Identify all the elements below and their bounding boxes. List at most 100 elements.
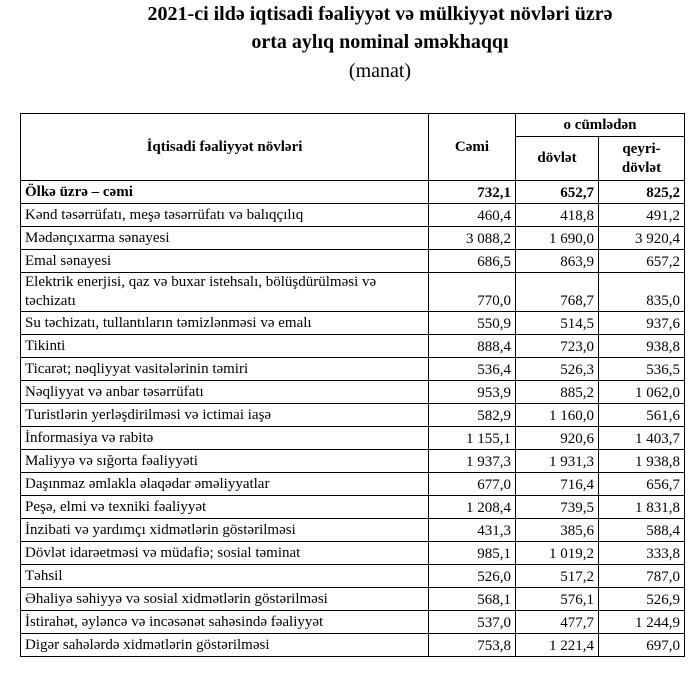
row-label: Digər sahələrdə xidmətlərin göstərilməsi <box>20 633 429 657</box>
cell-value: 418,8 <box>515 203 599 227</box>
cell-value: 739,5 <box>515 495 599 519</box>
table-row: Turistlərin yerləşdirilməsi və ictimai i… <box>20 403 686 427</box>
col-header: o cümlədən <box>514 113 686 137</box>
cell-value: 863,9 <box>515 249 599 273</box>
cell-value: 582,9 <box>428 403 516 427</box>
table-row: Su təchizatı, tullantıların təmizlənməsi… <box>20 311 686 335</box>
row-label: Mədənçıxarma sənayesi <box>20 226 429 250</box>
cell-value: 768,7 <box>515 272 599 312</box>
cell-value: 770,0 <box>428 272 516 312</box>
cell-value: 550,9 <box>428 311 516 335</box>
cell-value: 1 062,0 <box>597 380 686 404</box>
cell-value: 686,5 <box>428 249 516 273</box>
cell-value: 514,5 <box>515 311 599 335</box>
cell-value: 697,0 <box>597 633 686 657</box>
row-label: Nəqliyyat və anbar təsərrüfatı <box>20 380 429 404</box>
cell-value: 732,1 <box>428 180 516 204</box>
table: İqtisadi fəaliyyət növləri Cəmi o cümləd… <box>20 113 686 657</box>
cell-value: 1 937,3 <box>428 449 516 473</box>
cell-value: 385,6 <box>515 518 599 542</box>
table-row: Maliyyə və sığorta fəaliyyəti 1 937,3 1 93… <box>20 449 686 473</box>
row-label: Ölkə üzrə – cəmi <box>20 180 429 204</box>
row-label: Kənd təsərrüfatı, meşə təsərrüfatı və ba… <box>20 203 429 227</box>
cell-value: 477,7 <box>515 610 599 634</box>
table-row: İnzibati və yardımçı xidmətlərin göstəri… <box>20 518 686 542</box>
cell-value: 526,0 <box>428 564 516 588</box>
cell-value: 1 244,9 <box>597 610 686 634</box>
row-label: Su təchizatı, tullantıların təmizlənməsi… <box>20 311 429 335</box>
cell-value: 576,1 <box>515 587 599 611</box>
table-row: İnformasiya və rabitə 1 155,1 920,6 1 403,7 <box>20 426 686 450</box>
table-row: Dövlət idarəetməsi və müdafiə; sosial tə… <box>20 541 686 565</box>
row-label: İnformasiya və rabitə <box>20 426 429 450</box>
col-header: İqtisadi fəaliyyət növləri <box>20 113 429 181</box>
cell-value: 1 155,1 <box>428 426 516 450</box>
cell-value: 526,9 <box>597 587 686 611</box>
row-label: İnzibati və yardımçı xidmətlərin göstəri… <box>20 518 429 542</box>
cell-value: 536,5 <box>597 357 686 381</box>
cell-value: 657,2 <box>597 249 686 273</box>
row-label: Peşə, elmi və texniki fəaliyyət <box>20 495 429 519</box>
cell-value: 460,4 <box>428 203 516 227</box>
cell-value: 1 208,4 <box>428 495 516 519</box>
cell-value: 656,7 <box>597 472 686 496</box>
cell-value: 985,1 <box>428 541 516 565</box>
cell-value: 536,4 <box>428 357 516 381</box>
cell-value: 561,6 <box>597 403 686 427</box>
cell-value: 1 831,8 <box>597 495 686 519</box>
row-label: Turistlərin yerləşdirilməsi və ictimai i… <box>20 403 429 427</box>
cell-value: 787,0 <box>597 564 686 588</box>
table-row: Ticarət; nəqliyyat vasitələrinin təmiri 5… <box>20 357 686 381</box>
table-row: Təhsil 526,0 517,2 787,0 <box>20 564 686 588</box>
cell-value: 723,0 <box>515 334 599 358</box>
col-header-text: qeyri-dövlət <box>621 140 662 176</box>
cell-value: 652,7 <box>515 180 599 204</box>
cell-value: 1 160,0 <box>515 403 599 427</box>
cell-value: 825,2 <box>597 180 686 204</box>
title-line: 2021-ci ildə iqtisadi fəaliyyət və mülki… <box>147 3 613 25</box>
cell-value: 431,3 <box>428 518 516 542</box>
cell-value: 1 403,7 <box>597 426 686 450</box>
table-row: Elektrik enerjisi, qaz və buxar istehsal… <box>20 272 686 312</box>
table-row: Tikinti 888,4 723,0 938,8 <box>20 334 686 358</box>
col-header: Cəmi <box>428 113 516 181</box>
table-row: Digər sahələrdə xidmətlərin göstərilməsi… <box>20 633 686 657</box>
cell-value: 1 221,4 <box>515 633 599 657</box>
cell-value: 3 088,2 <box>428 226 516 250</box>
cell-value: 1 931,3 <box>515 449 599 473</box>
row-label: Daşınmaz əmlakla əlaqədar əməliyyatlar <box>20 472 429 496</box>
cell-value: 885,2 <box>515 380 599 404</box>
col-header: dövlət <box>515 136 599 181</box>
table-row: İstirahət, əyləncə və incəsənət sahəsind… <box>20 610 686 634</box>
row-label: Tikinti <box>20 334 429 358</box>
table-row: Mədənçıxarma sənayesi 3 088,2 1 690,0 3 920… <box>20 226 686 250</box>
cell-value: 937,6 <box>597 311 686 335</box>
cell-value: 888,4 <box>428 334 516 358</box>
cell-value: 920,6 <box>515 426 599 450</box>
cell-value: 333,8 <box>597 541 686 565</box>
row-label: Əhaliyə səhiyyə və sosial xidmətlərin gö… <box>20 587 429 611</box>
table-row: Ölkə üzrə – cəmi 732,1 652,7 825,2 <box>20 180 686 204</box>
cell-value: 1 938,8 <box>597 449 686 473</box>
cell-value: 835,0 <box>597 272 686 312</box>
table-row: Əhaliyə səhiyyə və sosial xidmətlərin gö… <box>20 587 686 611</box>
table-body: Ölkə üzrə – cəmi 732,1 652,7 825,2 Kənd təsə… <box>20 180 686 657</box>
cell-value: 1 019,2 <box>515 541 599 565</box>
table-row: Daşınmaz əmlakla əlaqədar əməliyyatlar 67… <box>20 472 686 496</box>
row-label: Emal sənayesi <box>20 249 429 273</box>
cell-value: 1 690,0 <box>515 226 599 250</box>
cell-value: 491,2 <box>597 203 686 227</box>
row-label: Maliyyə və sığorta fəaliyyəti <box>20 449 429 473</box>
row-label: Dövlət idarəetməsi və müdafiə; sosial tə… <box>20 541 429 565</box>
cell-value: 677,0 <box>428 472 516 496</box>
cell-value: 716,4 <box>515 472 599 496</box>
cell-value: 3 920,4 <box>597 226 686 250</box>
cell-value: 517,2 <box>515 564 599 588</box>
col-header: qeyri-dövlət <box>597 136 686 181</box>
cell-value: 537,0 <box>428 610 516 634</box>
row-label: Elektrik enerjisi, qaz və buxar istehsal… <box>20 272 429 312</box>
table-row: Nəqliyyat və anbar təsərrüfatı 953,9 885,2… <box>20 380 686 404</box>
cell-value: 526,3 <box>515 357 599 381</box>
table-row: Kənd təsərrüfatı, meşə təsərrüfatı və ba… <box>20 203 686 227</box>
